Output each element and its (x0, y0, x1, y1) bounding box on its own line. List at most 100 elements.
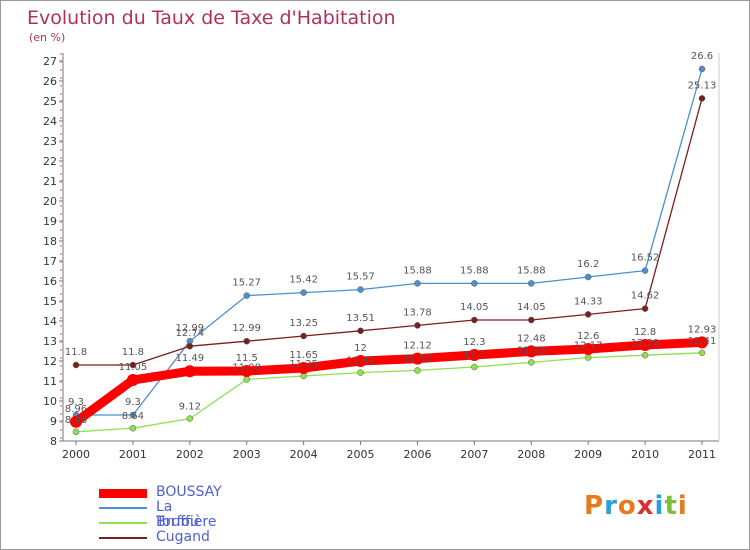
y-tick-label: 15 (43, 295, 57, 308)
data-label: 12.12 (403, 341, 432, 352)
data-label: 11.25 (289, 359, 318, 370)
data-label: 13.78 (403, 307, 432, 318)
data-label: 11.05 (119, 362, 148, 373)
data-label: 8.64 (122, 411, 144, 422)
data-label: 14.33 (574, 296, 603, 307)
data-label: 11.53 (403, 353, 432, 364)
x-tick-label: 2004 (290, 448, 318, 461)
series-line-la-bruffi-re (75, 68, 703, 416)
data-point (72, 428, 80, 436)
data-label: 15.88 (517, 265, 546, 276)
data-label: 11.65 (289, 350, 318, 361)
proxiti-logo: Proxiti (584, 491, 688, 521)
data-point (698, 65, 706, 73)
y-tick-label: 23 (43, 135, 57, 148)
data-point (696, 336, 708, 349)
legend-swatch (99, 488, 147, 498)
data-label: 14.62 (631, 291, 660, 302)
y-tick-label: 9 (50, 415, 57, 428)
data-point (468, 349, 481, 361)
x-tick-label: 2001 (119, 448, 147, 461)
data-point (414, 322, 421, 329)
series-line-boussay (71, 337, 707, 427)
data-label: 12.48 (517, 333, 546, 344)
y-tick-label: 27 (43, 55, 57, 68)
data-point (698, 349, 706, 357)
data-label: 9.12 (179, 402, 201, 413)
data-point (183, 365, 196, 378)
x-tick-label: 2010 (631, 448, 659, 461)
data-label: 9.3 (125, 397, 141, 408)
data-point (584, 273, 592, 281)
logo-letter: x (636, 491, 655, 521)
y-tick-label: 11 (43, 375, 57, 388)
data-label: 15.42 (289, 275, 318, 286)
data-label: 11.93 (517, 345, 546, 356)
data-label: 11.8 (65, 347, 87, 358)
data-label: 13.51 (346, 313, 375, 324)
data-point (357, 369, 364, 376)
data-label: 15.88 (460, 265, 489, 276)
data-point (354, 355, 367, 367)
data-point (72, 361, 80, 369)
data-point (639, 339, 652, 351)
data-point (414, 280, 421, 287)
data-point (129, 361, 137, 369)
data-point (584, 311, 592, 318)
data-point (70, 415, 82, 428)
data-label: 12.8 (634, 327, 656, 338)
data-point (641, 351, 649, 359)
data-point (528, 280, 535, 287)
data-label: 12.6 (577, 331, 599, 342)
data-point (300, 289, 307, 296)
data-point (528, 316, 535, 324)
y-tick-label: 20 (43, 195, 57, 208)
y-tick-label: 19 (43, 215, 57, 228)
data-label: 15.57 (346, 272, 375, 283)
y-tick-label: 12 (43, 355, 57, 368)
data-label: 15.88 (403, 265, 432, 276)
data-label: 14.05 (517, 302, 546, 313)
legend-swatch (99, 537, 147, 539)
logo-letter: i (677, 491, 688, 521)
y-tick-label: 24 (43, 115, 57, 128)
x-tick-label: 2008 (517, 448, 545, 461)
data-label: 12.99 (232, 323, 261, 334)
y-tick-label: 21 (43, 175, 57, 188)
axes: 8 9 10 11 12 13 14 15 16 17 18 19 20 21 22 23 24 25 26 27 20… (43, 53, 720, 461)
data-point (698, 95, 706, 102)
data-point (129, 424, 137, 432)
data-point (584, 354, 592, 361)
logo-letter: r (604, 491, 618, 521)
legend-label: La Bruffière (156, 499, 217, 530)
data-label: 15.27 (232, 278, 261, 289)
data-point (641, 267, 649, 274)
data-label: 26.6 (691, 51, 713, 62)
data-label: 8.96 (65, 404, 87, 415)
x-tick-label: 2011 (688, 448, 716, 461)
data-label: 14.05 (460, 302, 489, 313)
data-label: 25.13 (688, 80, 717, 91)
data-point (357, 327, 364, 335)
data-label: 12.93 (688, 324, 717, 335)
data-label: 9.3 (68, 397, 84, 408)
data-label: 12.17 (574, 341, 603, 352)
data-label: 11.42 (346, 356, 375, 367)
legend-swatch (99, 522, 147, 524)
data-label: 12.74 (175, 328, 204, 339)
series-line-cugand (75, 97, 703, 366)
data-label: 11.5 (236, 353, 258, 364)
data-point (243, 376, 250, 383)
data-label: 12.3 (463, 337, 485, 348)
data-point (471, 316, 478, 324)
x-tick-label: 2007 (460, 448, 488, 461)
x-tick-label: 2003 (233, 448, 261, 461)
data-label: 12 (354, 343, 367, 354)
data-point (528, 359, 535, 366)
y-tick-label: 10 (43, 395, 57, 408)
logo-letter: i (654, 491, 665, 521)
data-label: 16.52 (631, 253, 660, 264)
